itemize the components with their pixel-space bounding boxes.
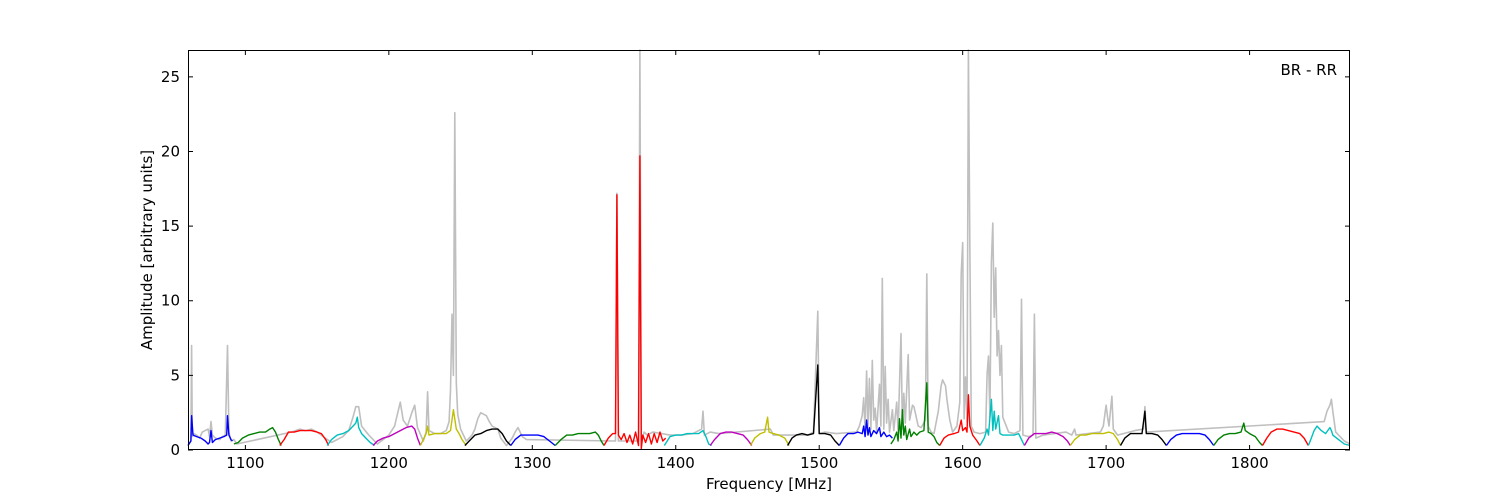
series-line-band-4 [326,416,375,447]
series-line-band-20 [1069,431,1122,446]
series-line-band-12 [709,431,753,446]
series-line-band-17 [939,394,981,446]
series-layer [187,49,1351,450]
series-line-band-22 [1165,432,1215,446]
x-tick-label: 1600 [944,454,982,472]
y-tick-label: 5 [170,366,180,384]
series-line-band-15 [838,419,893,446]
series-line-band-16 [890,382,941,446]
series-line-band-18 [979,398,1026,446]
series-line-band-14 [786,364,840,446]
series-line-band-24 [1261,428,1310,446]
series-line-raw [187,49,1351,447]
y-tick-label: 0 [170,441,180,459]
x-tick-label: 1700 [1087,454,1125,472]
series-line-band-25 [1307,425,1351,447]
x-tick-label: 1200 [370,454,408,472]
series-line-band-8 [510,434,556,447]
series-line-band-3 [279,429,330,446]
series-line-band-19 [1023,431,1071,446]
plot-frame [188,50,1350,450]
series-annotation: BR - RR [1280,61,1337,79]
x-tick-label: 1500 [800,454,838,472]
y-tick-label: 10 [161,292,180,310]
series-line-band-21 [1119,410,1167,446]
series-line-band-13 [749,416,790,446]
series-line-band-23 [1213,422,1264,446]
series-line-band-5 [372,425,422,446]
y-axis-label: Amplitude [arbitrary units] [138,150,156,350]
series-line-band-2 [233,426,282,446]
series-line-band-6 [419,409,467,446]
x-tick-label: 1400 [657,454,695,472]
series-line-band-9 [554,431,605,446]
axes-layer: 1100 1200 1300 1400 1500 1600 1700 1800 0 5 10 15 20… [161,50,1350,472]
x-axis-label: Frequency [MHz] [706,475,832,493]
x-tick-label: 1100 [226,454,264,472]
series-line-band-10 [603,155,667,450]
series-line-band-1 [187,415,233,446]
series-line-band-11 [663,429,712,447]
x-tick-label: 1800 [1230,454,1268,472]
series-line-band-7 [464,428,512,446]
y-tick-label: 20 [161,142,180,160]
y-tick-label: 15 [161,217,180,235]
y-tick-label: 25 [161,68,180,86]
x-tick-label: 1300 [513,454,551,472]
